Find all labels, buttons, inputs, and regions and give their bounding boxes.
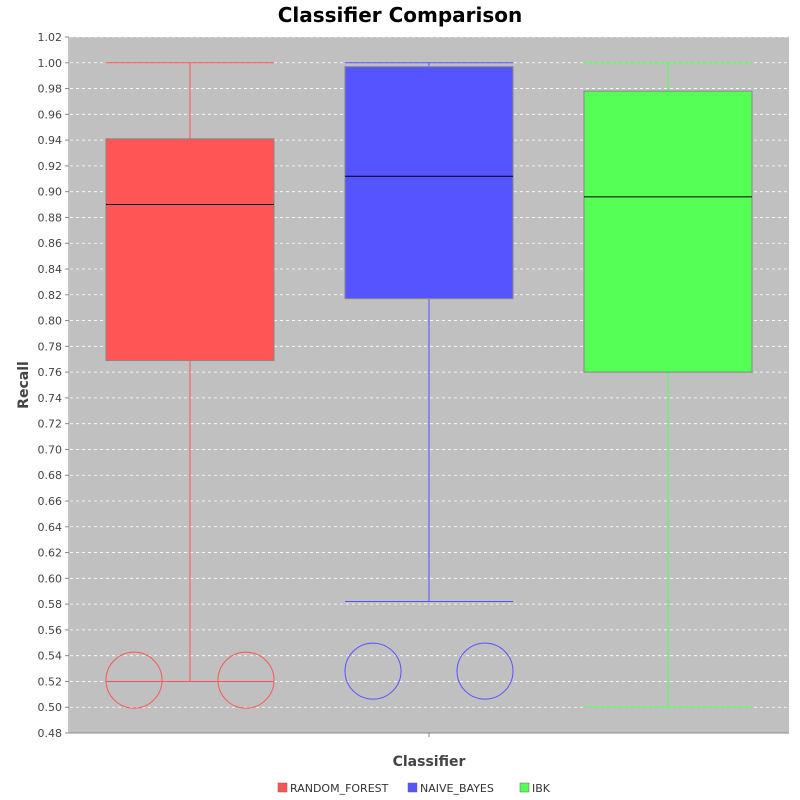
y-axis: 0.48 0.50 0.52 0.54 0.56 0.58 0.60 0.62 0.64 0.66…	[38, 31, 70, 740]
y-tick-label: 0.52	[38, 675, 63, 688]
y-tick-label: 0.54	[38, 650, 63, 663]
y-tick-label: 0.48	[38, 727, 63, 740]
y-tick-label: 0.70	[38, 443, 63, 456]
y-tick-label: 0.82	[38, 289, 63, 302]
y-tick-label: 0.92	[38, 160, 63, 173]
iqr-box	[105, 138, 275, 362]
y-tick-label: 1.02	[38, 31, 63, 44]
outlier-point	[344, 642, 402, 700]
box-naive-bayes	[344, 62, 514, 700]
legend-item: RANDOM_FOREST	[277, 782, 389, 795]
iqr-box	[344, 66, 514, 300]
legend-label: RANDOM_FOREST	[290, 782, 389, 795]
x-axis	[69, 732, 789, 737]
legend-item: IBK	[519, 782, 551, 795]
y-tick-label: 0.74	[38, 392, 63, 405]
y-tick-label: 0.60	[38, 572, 63, 585]
chart-title: Classifier Comparison	[278, 3, 523, 27]
y-tick-label: 0.98	[38, 83, 63, 96]
y-tick-label: 0.56	[38, 624, 63, 637]
outlier-point	[105, 651, 163, 709]
y-tick-label: 0.94	[38, 134, 63, 147]
legend-label: IBK	[532, 782, 551, 795]
legend-label: NAIVE_BAYES	[420, 782, 494, 795]
y-tick-label: 0.50	[38, 701, 63, 714]
y-axis-label: Recall	[16, 361, 32, 409]
y-tick-label: 0.64	[38, 521, 63, 534]
iqr-box	[583, 90, 753, 373]
outlier-point	[217, 651, 275, 709]
y-tick-label: 0.80	[38, 315, 63, 328]
y-tick-label: 0.62	[38, 547, 63, 560]
legend-swatch	[277, 782, 288, 793]
y-tick-label: 0.84	[38, 263, 63, 276]
y-tick-label: 0.68	[38, 469, 63, 482]
outlier-point	[456, 642, 514, 700]
y-tick-label: 0.78	[38, 340, 63, 353]
y-tick-label: 0.72	[38, 418, 63, 431]
legend: RANDOM_FOREST NAIVE_BAYES IBK	[277, 782, 551, 795]
y-tick-label: 0.58	[38, 598, 63, 611]
y-tick-label: 0.76	[38, 366, 63, 379]
y-tick-label: 0.88	[38, 211, 63, 224]
legend-swatch	[519, 782, 530, 793]
legend-item: NAIVE_BAYES	[407, 782, 494, 795]
legend-swatch	[407, 782, 418, 793]
box-series	[105, 62, 753, 709]
y-tick-label: 0.86	[38, 237, 63, 250]
box-ibk	[583, 62, 753, 708]
y-tick-label: 0.96	[38, 108, 63, 121]
y-tick-label: 0.66	[38, 495, 63, 508]
y-tick-label: 1.00	[38, 57, 63, 70]
y-tick-label: 0.90	[38, 186, 63, 199]
box-random-forest	[105, 62, 275, 709]
x-axis-label: Classifier	[393, 754, 466, 770]
